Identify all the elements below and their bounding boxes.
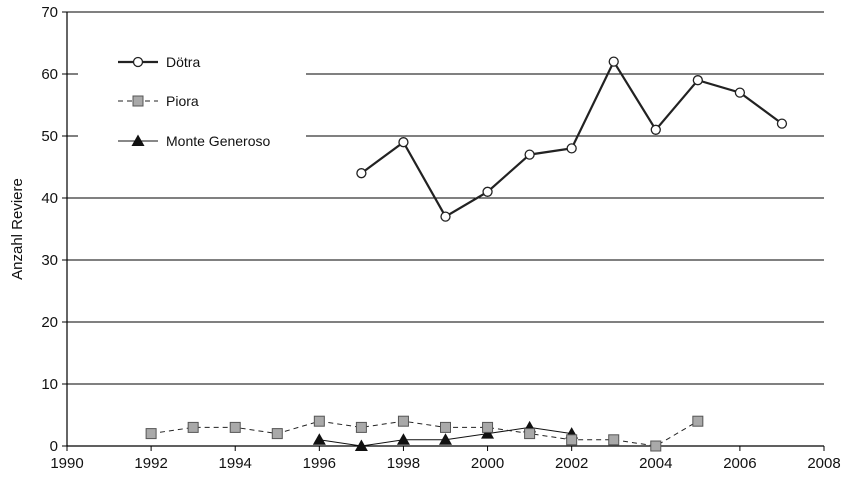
y-tick-label: 50: [41, 128, 58, 145]
legend: Dötra Piora Monte Generoso: [78, 40, 306, 158]
data-point: [312, 433, 326, 445]
data-point: [692, 415, 704, 427]
data-point: [271, 428, 283, 440]
data-point: [776, 118, 788, 129]
data-point: [566, 434, 578, 446]
legend-item: Monte Generoso: [118, 133, 270, 149]
x-tick-label: 2002: [555, 455, 588, 472]
data-point: [187, 421, 199, 433]
tick-labels: 0 10 20 30 40 50 60 70 1990 1992 1994 1996 1998 2000 2…: [41, 4, 840, 472]
data-point: [566, 143, 577, 154]
data-point: [355, 421, 367, 433]
data-point: [356, 168, 367, 179]
data-point: [440, 211, 451, 222]
x-tick-label: 1992: [134, 455, 167, 472]
data-point: [313, 415, 325, 427]
data-point: [692, 75, 703, 86]
legend-label: Piora: [166, 93, 199, 109]
data-point: [608, 56, 619, 67]
data-point: [398, 137, 409, 148]
data-point: [650, 440, 662, 452]
y-tick-label: 20: [41, 314, 58, 331]
series-0: [356, 56, 788, 222]
axes: [62, 11, 825, 451]
series-line: [151, 420, 699, 447]
series-line: [360, 59, 783, 219]
legend-marker: [132, 95, 144, 107]
data-point: [397, 415, 409, 427]
legend-marker: [132, 56, 144, 68]
legend-background: [78, 40, 306, 158]
x-tick-label: 2006: [723, 455, 756, 472]
x-tick-label: 1998: [387, 455, 420, 472]
x-tick-label: 2008: [807, 455, 840, 472]
x-tick-label: 1990: [50, 455, 83, 472]
x-tick-label: 1994: [219, 455, 252, 472]
legend-label: Monte Generoso: [166, 133, 270, 149]
data-point: [354, 439, 368, 451]
data-point: [482, 421, 494, 433]
x-tick-label: 2000: [471, 455, 504, 472]
y-tick-label: 30: [41, 252, 58, 269]
data-point: [608, 434, 620, 446]
data-point: [439, 433, 452, 445]
x-tick-label: 1996: [303, 455, 336, 472]
x-tick-label: 2004: [639, 455, 672, 472]
data-point: [145, 428, 157, 440]
legend-item: Dötra: [118, 54, 200, 70]
data-point: [650, 124, 661, 135]
series-1: [145, 415, 704, 452]
data-point: [396, 433, 410, 445]
legend-item: Piora: [118, 93, 199, 109]
y-axis-label: Anzahl Reviere: [9, 178, 26, 280]
y-tick-label: 70: [41, 4, 58, 21]
legend-marker: [131, 134, 145, 146]
data-point: [524, 149, 535, 160]
data-point: [229, 421, 241, 433]
series-group: [145, 56, 788, 452]
y-tick-label: 60: [41, 66, 58, 83]
data-point: [524, 428, 536, 440]
data-point: [440, 421, 451, 433]
y-tick-label: 10: [41, 376, 58, 393]
data-point: [482, 186, 493, 197]
legend-label: Dötra: [166, 54, 200, 70]
y-tick-label: 0: [50, 438, 58, 455]
y-tick-label: 40: [41, 190, 58, 207]
data-point: [734, 87, 746, 98]
